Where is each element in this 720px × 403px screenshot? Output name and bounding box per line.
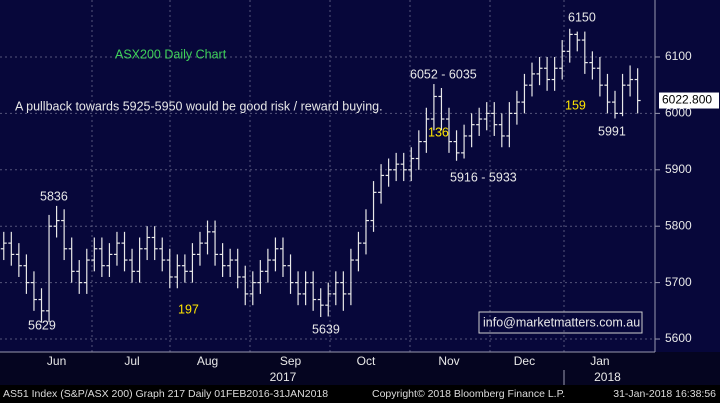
last-value-box: [659, 92, 719, 109]
footer-text: AS51 Index (S&P/ASX 200) Graph 217 Daily…: [3, 388, 328, 400]
annotation: 197: [178, 302, 199, 316]
annotation: 6150: [568, 10, 596, 24]
footer-text: 31-Jan-2018 16:38:56: [613, 388, 716, 400]
y-tick-label: 6000: [665, 106, 692, 120]
annotation: 5916 - 5933: [450, 170, 517, 184]
y-tick-label: 5800: [665, 218, 692, 232]
x-tick-label: Aug: [197, 354, 218, 368]
annotation: 5629: [28, 318, 56, 332]
annotation: 136: [428, 125, 449, 139]
month-dividers: [91, 0, 565, 352]
x-tick-label: Jul: [124, 354, 139, 368]
email-box: [478, 311, 643, 334]
y-tick-label: 6100: [665, 49, 692, 63]
annotation: 5991: [598, 124, 626, 138]
annotation: 6052 - 6035: [410, 67, 477, 81]
x-tick-label: Oct: [357, 354, 376, 368]
footer-text: Copyright© 2018 Bloomberg Finance L.P.: [372, 388, 565, 400]
plot-background: [0, 0, 720, 352]
y-tick-label: 5900: [665, 162, 692, 176]
x-tick-label: Dec: [514, 354, 535, 368]
annotation: 159: [565, 98, 586, 112]
annotation: 5836: [40, 189, 68, 203]
annotation: 5639: [312, 322, 340, 336]
x-tick-label: Sep: [280, 354, 302, 368]
y-tick-label: 5600: [665, 331, 692, 345]
bars: [0, 28, 655, 340]
annotation: info@marketmatters.com.au: [483, 315, 640, 329]
annotation: A pullback towards 5925-5950 would be go…: [15, 99, 383, 113]
chart-title: ASX200 Daily Chart: [115, 47, 227, 61]
footer-background: [0, 385, 720, 403]
x-tick-label: Jan: [590, 354, 609, 368]
axis-background: [0, 352, 720, 385]
x-group-label: 2018: [594, 370, 621, 384]
x-group-label: 2017: [270, 370, 297, 384]
last-value-label: 6022.800: [662, 93, 712, 107]
x-tick-label: Nov: [438, 354, 459, 368]
y-tick-label: 5700: [665, 275, 692, 289]
x-tick-label: Jun: [47, 354, 66, 368]
